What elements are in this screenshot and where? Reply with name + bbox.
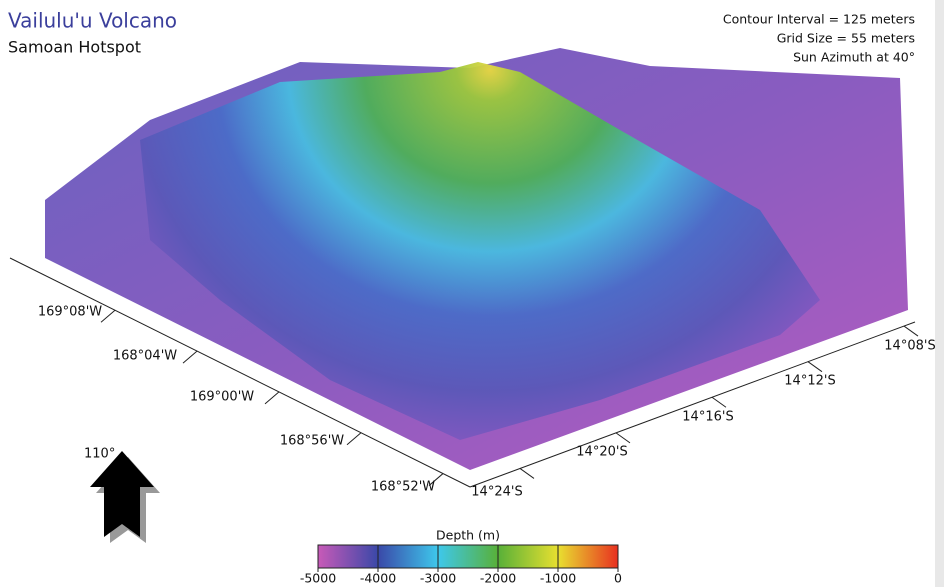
title: Vailulu'u Volcano	[8, 9, 177, 33]
subtitle: Samoan Hotspot	[8, 38, 141, 57]
south-axis-label: 14°20'S	[576, 445, 627, 460]
arrow-label: 110°	[84, 447, 115, 462]
axis-tick	[904, 326, 918, 336]
axis-tick	[101, 310, 115, 322]
colorbar-tick-label: 0	[614, 571, 622, 586]
south-axis-label: 14°12'S	[784, 374, 835, 389]
info-line: Sun Azimuth at 40°	[793, 50, 915, 65]
south-axis-label: 14°08'S	[884, 339, 935, 354]
colorbar-tick-label: -3000	[420, 571, 456, 586]
south-axis-label: 14°24'S	[471, 485, 522, 500]
axis-tick	[520, 468, 534, 478]
west-axis-label: 168°04'W	[113, 349, 177, 364]
info-line: Contour Interval = 125 meters	[723, 12, 915, 27]
side-strip	[935, 0, 944, 587]
colorbar	[318, 545, 618, 568]
west-axis-label: 169°08'W	[38, 305, 102, 320]
info-line: Grid Size = 55 meters	[777, 31, 915, 46]
axis-tick	[265, 392, 279, 404]
map: Vailulu'u Volcano Samoan Hotspot 110° De…	[0, 0, 944, 587]
axis-tick	[712, 397, 726, 407]
west-axis-label: 168°52'W	[371, 480, 435, 495]
axis-tick	[808, 362, 822, 372]
south-axis-label: 14°16'S	[682, 410, 733, 425]
colorbar-title: Depth (m)	[436, 528, 500, 543]
colorbar-tick-label: -2000	[480, 571, 516, 586]
west-axis-label: 169°00'W	[190, 390, 254, 405]
colorbar-tick-label: -4000	[360, 571, 396, 586]
west-axis-label: 168°56'W	[280, 434, 344, 449]
axis-tick	[616, 433, 630, 443]
colorbar-tick-label: -1000	[540, 571, 576, 586]
axis-tick	[347, 433, 361, 445]
colorbar-tick-label: -5000	[300, 571, 336, 586]
axis-tick	[183, 351, 197, 363]
